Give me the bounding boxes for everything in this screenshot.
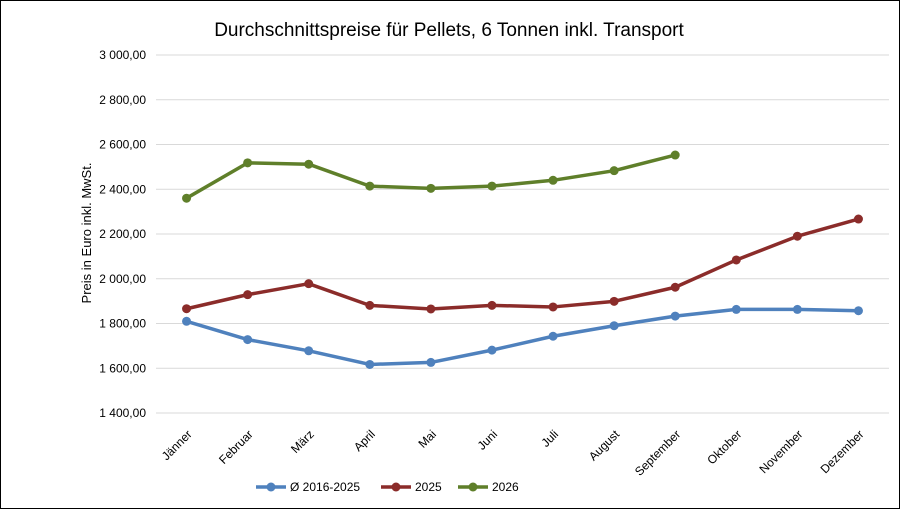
y-axis-title: Preis in Euro inkl. MwSt.	[79, 163, 94, 304]
x-tick-label: Februar	[216, 427, 256, 467]
data-point	[548, 302, 558, 312]
legend-swatch-marker	[266, 482, 276, 492]
data-point	[487, 345, 497, 355]
data-point	[365, 300, 375, 310]
gridlines	[156, 54, 889, 414]
x-tick-label: Juni	[475, 427, 500, 452]
data-point	[487, 181, 497, 191]
data-point	[853, 214, 863, 224]
x-tick-label: März	[288, 427, 317, 456]
data-point	[426, 304, 436, 314]
data-point	[792, 304, 802, 314]
data-point	[304, 159, 314, 169]
x-tick-labels: Jänner Februar März April Mai Juni Juli August S…	[159, 427, 867, 479]
legend-item: 2025	[381, 480, 442, 494]
data-point	[792, 231, 802, 241]
legend-label: Ø 2016-2025	[290, 480, 360, 494]
x-tick-label: Mai	[415, 427, 439, 451]
data-point	[670, 311, 680, 321]
x-tick-label: Dezember	[818, 427, 867, 476]
x-tick-label: September	[632, 427, 683, 478]
series-2	[182, 214, 863, 314]
data-point	[731, 255, 741, 265]
y-tick-label: 1 600,00	[99, 361, 146, 375]
data-point	[670, 282, 680, 292]
x-tick-label: Jänner	[159, 427, 195, 463]
data-point	[731, 304, 741, 314]
series-1	[182, 304, 863, 369]
data-point	[182, 304, 192, 314]
y-tick-label: 2 600,00	[99, 138, 146, 152]
data-point	[426, 183, 436, 193]
data-point	[853, 306, 863, 316]
data-point	[182, 193, 192, 203]
y-tick-label: 1 800,00	[99, 317, 146, 331]
y-tick-label: 2 800,00	[99, 93, 146, 107]
legend-label: 2025	[415, 480, 442, 494]
series-3	[182, 150, 680, 203]
data-point	[365, 181, 375, 191]
legend-swatch-marker	[468, 482, 478, 492]
x-tick-label: Juli	[539, 427, 562, 450]
legend-item: 2026	[458, 480, 519, 494]
y-tick-labels: 1 400,00 1 600,00 1 800,00 2 000,00 2 200,00…	[99, 48, 146, 420]
x-tick-label: April	[351, 427, 378, 454]
data-point	[304, 279, 314, 289]
data-point	[243, 335, 253, 345]
y-tick-label: 3 000,00	[99, 48, 146, 62]
x-tick-label: November	[756, 427, 805, 476]
data-point	[243, 158, 253, 168]
y-tick-label: 2 400,00	[99, 182, 146, 196]
data-point	[304, 346, 314, 356]
series-line	[184, 307, 861, 367]
legend-swatch-marker	[391, 482, 401, 492]
x-tick-label: August	[586, 427, 623, 464]
data-point	[426, 357, 436, 367]
data-point	[609, 321, 619, 331]
data-point	[182, 316, 192, 326]
data-point	[243, 290, 253, 300]
y-tick-label: 2 000,00	[99, 272, 146, 286]
legend: Ø 2016-2025 2025 2026	[256, 480, 519, 494]
data-point	[365, 359, 375, 369]
data-point	[609, 296, 619, 306]
series-line	[184, 217, 861, 311]
x-tick-label: Oktober	[704, 427, 744, 467]
legend-item: Ø 2016-2025	[256, 480, 360, 494]
data-point	[609, 166, 619, 176]
data-point	[548, 331, 558, 341]
y-tick-label: 2 200,00	[99, 227, 146, 241]
y-tick-label: 1 400,00	[99, 406, 146, 420]
data-point	[487, 300, 497, 310]
legend-label: 2026	[492, 480, 519, 494]
data-point	[548, 175, 558, 185]
data-point	[670, 150, 680, 160]
chart-title: Durchschnittspreise für Pellets, 6 Tonne…	[214, 20, 684, 41]
series-lines	[182, 150, 863, 369]
